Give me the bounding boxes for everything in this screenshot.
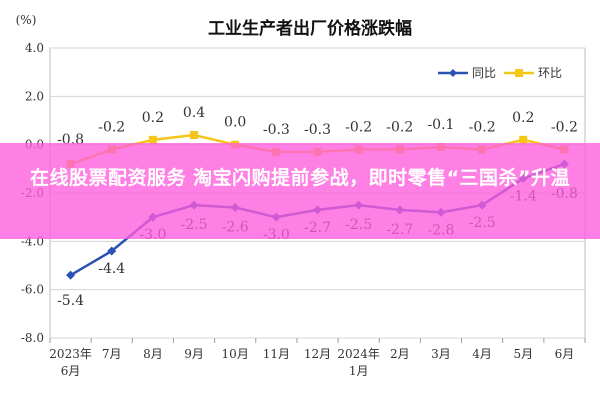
x-axis: 2023年 6月 7月 8月 9月 10月 11月 12月 2024年 1月 2月 3月 4月 5月 6月 [49,338,586,378]
x-tick-label: 11月 [263,347,290,361]
x-tick-label: 6月 [61,364,81,378]
y-tick-label: -8.0 [21,331,44,345]
data-label-yoy: -5.4 [57,293,84,309]
x-tick-label: 6月 [555,347,575,361]
x-tick-label: 8月 [143,347,163,361]
data-label-mom: -0.2 [98,120,125,136]
data-label-mom: -0.2 [469,120,496,136]
data-label-mom: -0.2 [386,120,413,136]
data-label-mom: -0.2 [551,120,578,136]
data-label-mom: -0.2 [345,120,372,136]
data-label-mom: 0.2 [142,110,164,126]
y-tick-label: 4.0 [25,41,44,55]
y-tick-label: 2.0 [25,89,44,103]
legend-label: 环比 [538,66,562,80]
data-label-mom: 0.2 [512,110,534,126]
legend: 同比 环比 [438,66,562,80]
x-tick-label: 7月 [102,347,122,361]
data-point-mom [519,135,528,144]
data-label-mom: -0.3 [263,122,290,138]
data-label-yoy: -4.4 [98,261,125,277]
chart-title: 工业生产者出厂价格涨跌幅 [208,18,412,39]
data-point-mom [190,131,199,139]
data-point-mom [148,135,157,144]
legend-label: 同比 [472,66,496,80]
data-label-mom: 0.0 [224,115,246,131]
banner-text: 在线股票配资服务 淘宝闪购提前参战，即时零售“三国杀”升温 [29,167,571,189]
data-label-mom: -0.3 [304,122,331,138]
data-label-mom: 0.4 [183,105,205,121]
overlay-banner: 在线股票配资服务 淘宝闪购提前参战，即时零售“三国杀”升温 [0,143,600,239]
x-tick-label: 9月 [184,347,204,361]
legend-marker-mom [515,69,523,77]
x-tick-label: 4月 [472,347,492,361]
y-axis-unit: (%) [16,13,37,27]
x-tick-label: 2023年 [49,347,92,361]
data-point-yoy [66,270,76,280]
data-label-mom: -0.1 [427,117,454,133]
y-tick-label: -6.0 [21,283,44,297]
x-tick-label: 5月 [513,347,533,361]
x-tick-label: 3月 [431,347,451,361]
x-tick-label: 1月 [349,364,369,378]
x-tick-label: 10月 [222,347,249,361]
x-tick-label: 2024年 [337,347,380,361]
legend-marker-yoy [449,69,457,77]
data-point-yoy [107,246,117,256]
x-tick-label: 2月 [390,347,410,361]
x-tick-label: 12月 [304,347,331,361]
